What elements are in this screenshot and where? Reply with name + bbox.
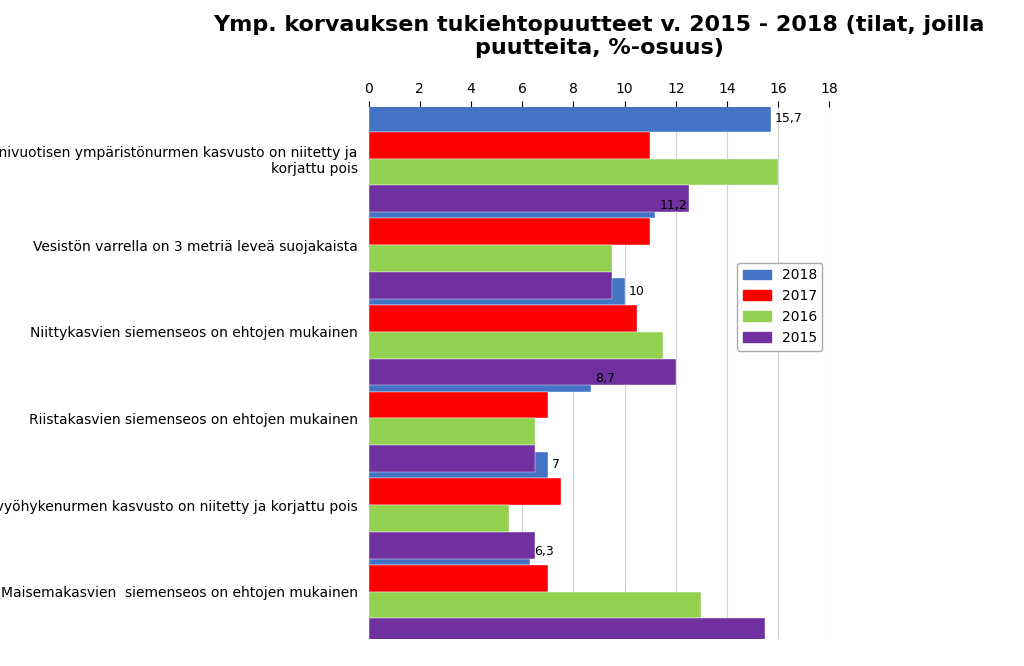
Bar bbox=[369, 538, 530, 565]
Bar bbox=[369, 218, 650, 245]
Bar bbox=[369, 445, 535, 472]
Bar bbox=[369, 505, 510, 532]
Bar bbox=[369, 392, 548, 418]
Bar bbox=[369, 105, 770, 132]
Bar bbox=[369, 532, 535, 559]
Legend: 2018, 2017, 2016, 2015: 2018, 2017, 2016, 2015 bbox=[737, 262, 822, 350]
Bar bbox=[369, 452, 548, 478]
Bar bbox=[369, 185, 688, 212]
Bar bbox=[369, 418, 535, 445]
Text: 6,3: 6,3 bbox=[534, 545, 554, 558]
Bar bbox=[369, 278, 625, 305]
Text: 8,7: 8,7 bbox=[595, 372, 615, 385]
Bar bbox=[369, 365, 592, 392]
Text: 15,7: 15,7 bbox=[774, 112, 802, 125]
Bar bbox=[369, 332, 664, 358]
Text: 11,2: 11,2 bbox=[659, 198, 687, 212]
Bar bbox=[369, 619, 766, 645]
Bar bbox=[369, 245, 612, 272]
Bar bbox=[369, 192, 655, 218]
Bar bbox=[369, 272, 612, 299]
Bar bbox=[369, 565, 548, 591]
Bar bbox=[369, 159, 778, 185]
Title: Ymp. korvauksen tukiehtopuutteet v. 2015 - 2018 (tilat, joilla
puutteita, %-osuu: Ymp. korvauksen tukiehtopuutteet v. 2015… bbox=[213, 15, 985, 58]
Bar bbox=[369, 305, 637, 332]
Bar bbox=[369, 358, 676, 386]
Bar bbox=[369, 132, 650, 159]
Text: 7: 7 bbox=[552, 458, 560, 472]
Text: 10: 10 bbox=[629, 285, 644, 298]
Bar bbox=[369, 591, 701, 619]
Bar bbox=[369, 478, 561, 505]
